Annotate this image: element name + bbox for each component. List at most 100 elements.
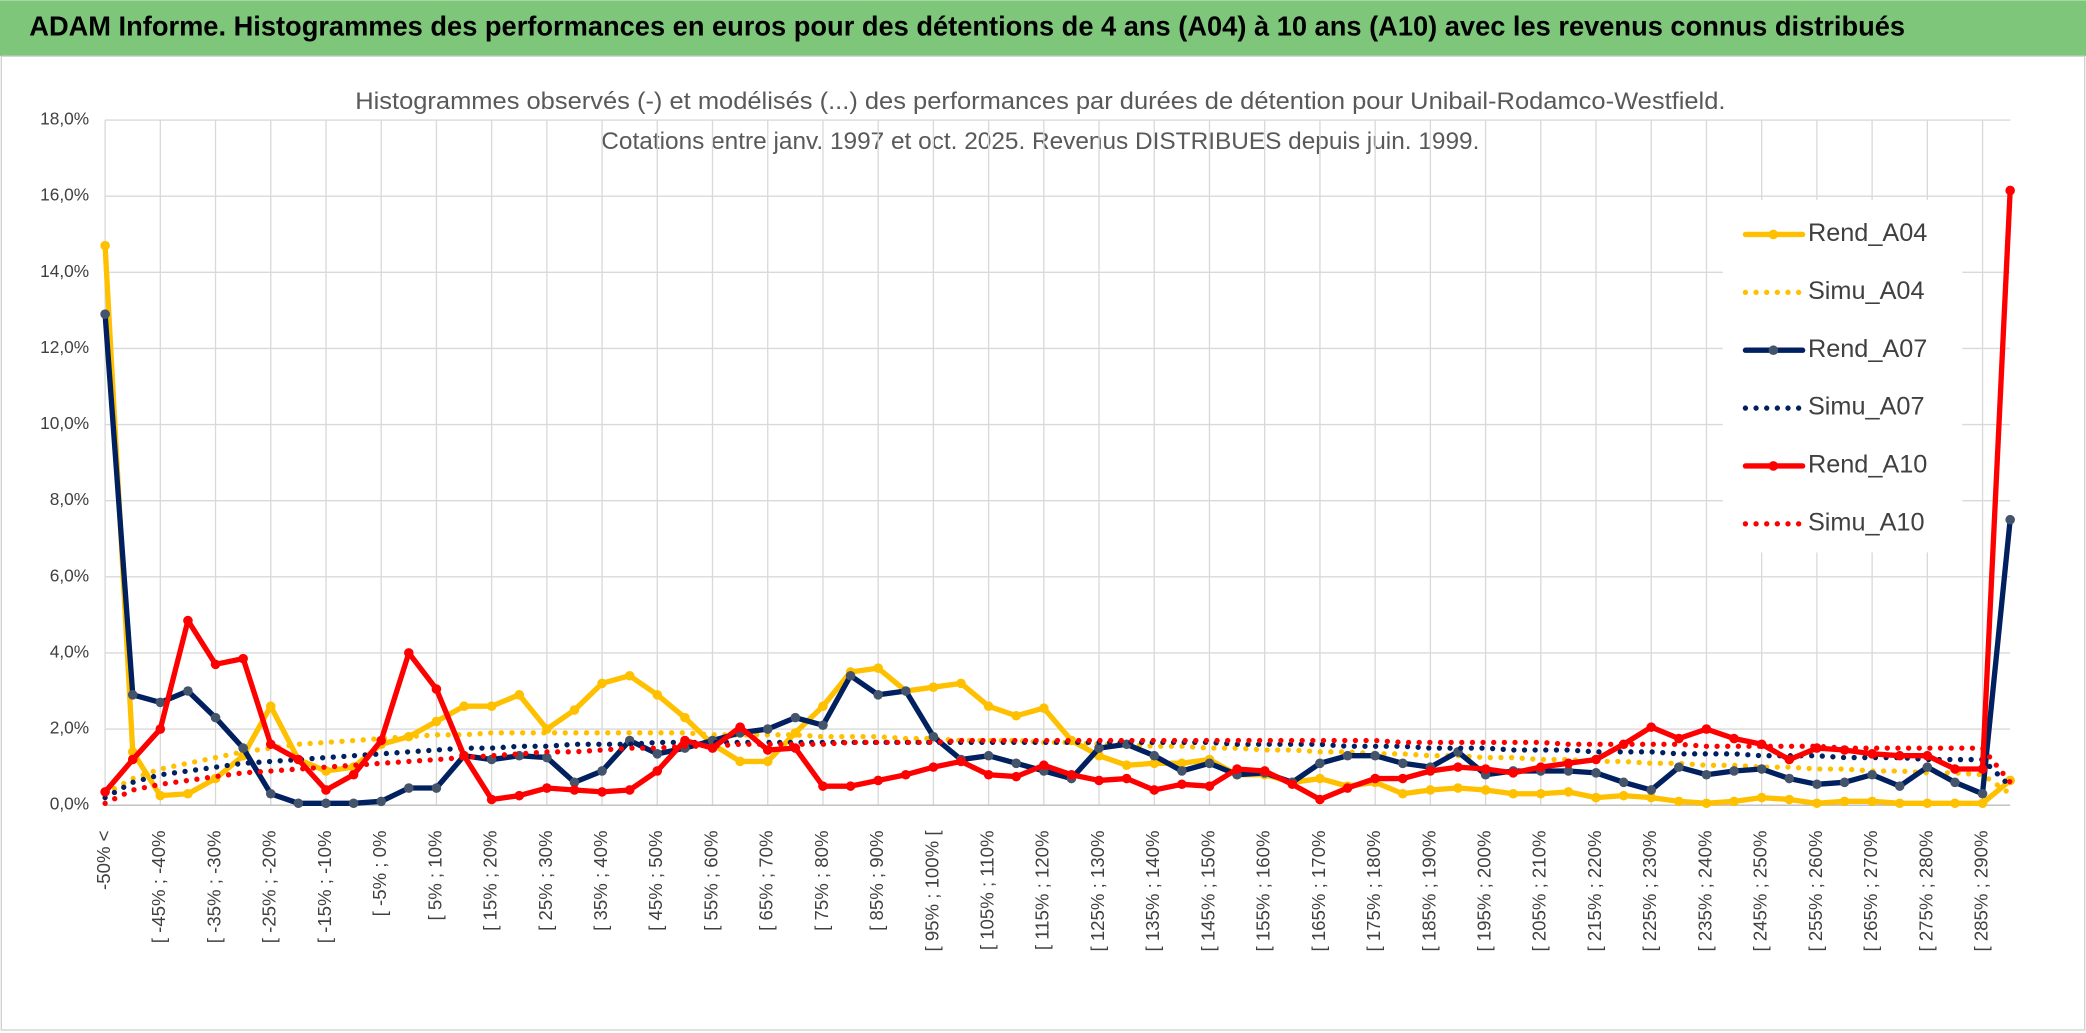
data-point — [348, 798, 359, 809]
data-point — [1563, 766, 1574, 776]
legend-label: Rend_A10 — [1808, 451, 1927, 479]
data-point — [597, 678, 607, 689]
data-point — [900, 686, 911, 696]
y-tick-label: 0,0% — [50, 794, 89, 814]
legend-label: Simu_A07 — [1808, 393, 1925, 421]
data-point — [542, 783, 552, 793]
x-tick-label: [ 275% ; 280% — [1915, 830, 1936, 951]
data-point — [127, 754, 138, 765]
x-tick-label: [ 75% ; 80% — [811, 830, 832, 930]
data-point — [1756, 792, 1767, 803]
data-point — [1756, 764, 1767, 774]
data-point — [1867, 796, 1877, 807]
data-point — [900, 769, 911, 780]
data-point — [1315, 794, 1325, 805]
data-point — [1977, 764, 1988, 774]
data-point — [818, 720, 828, 731]
x-tick-label: [ 5% ; 10% — [424, 830, 445, 920]
data-point — [956, 678, 966, 689]
data-point — [983, 769, 994, 780]
data-point — [486, 701, 497, 712]
legend-label: Rend_A04 — [1808, 219, 1927, 247]
data-point — [210, 712, 221, 723]
data-point — [1204, 758, 1215, 769]
data-point — [1977, 798, 1988, 809]
x-tick-label: [ 185% ; 190% — [1418, 830, 1439, 951]
data-point — [1177, 766, 1187, 776]
data-point — [1729, 796, 1739, 807]
data-point — [1922, 762, 1933, 772]
legend-label: Simu_A10 — [1808, 508, 1925, 536]
data-point — [1315, 758, 1325, 769]
data-point — [873, 690, 883, 700]
x-tick-label: [ 105% ; 110% — [977, 830, 998, 950]
model-line — [102, 737, 2013, 806]
data-point — [1149, 750, 1160, 761]
data-point — [1618, 790, 1629, 801]
x-tick-label: [ -25% ; -20% — [259, 830, 280, 943]
data-point — [1536, 762, 1546, 772]
data-point — [1425, 785, 1436, 795]
x-tick-label: [ 205% ; 210% — [1529, 830, 1550, 951]
data-point — [1701, 724, 1712, 734]
data-point — [1177, 758, 1187, 769]
data-point — [1397, 773, 1408, 784]
observed-line — [102, 242, 2013, 806]
data-point — [1342, 783, 1353, 793]
data-point — [1922, 750, 1933, 761]
data-point — [1674, 796, 1684, 807]
data-point — [1480, 764, 1491, 774]
y-tick-label: 8,0% — [50, 489, 89, 509]
data-point — [569, 705, 580, 715]
data-point — [1094, 775, 1104, 786]
y-tick-label: 12,0% — [40, 337, 89, 357]
data-point — [348, 769, 359, 780]
data-point — [1646, 722, 1657, 732]
data-point — [542, 752, 552, 763]
data-point — [1563, 787, 1574, 797]
data-point — [210, 659, 221, 670]
data-point — [845, 670, 856, 681]
data-point — [624, 785, 635, 795]
data-point — [1370, 773, 1380, 784]
data-point — [293, 798, 304, 809]
x-tick-label: [ 235% ; 240% — [1694, 830, 1715, 951]
data-point — [1894, 798, 1905, 809]
x-tick-label: [ 95% ; 100% [ — [921, 830, 942, 952]
y-tick-label: 4,0% — [50, 641, 89, 661]
data-point — [1342, 750, 1353, 761]
data-point — [762, 724, 773, 734]
x-tick-label: -50% < — [93, 830, 114, 889]
data-point — [569, 785, 580, 795]
y-tick-label: 14,0% — [40, 261, 89, 281]
data-point — [1204, 781, 1215, 791]
data-point — [1121, 760, 1132, 771]
data-point — [238, 653, 248, 664]
data-point — [1784, 794, 1795, 805]
data-point — [238, 743, 248, 753]
data-point — [1397, 758, 1408, 769]
x-tick-label: [ 65% ; 70% — [756, 830, 777, 930]
data-point — [183, 615, 193, 626]
observed-line — [102, 187, 2013, 803]
x-tick-label: [ 255% ; 260% — [1805, 830, 1826, 951]
data-point — [1591, 792, 1601, 803]
data-point — [762, 745, 773, 755]
data-point — [1232, 764, 1242, 774]
x-tick-label: [ -35% ; -30% — [203, 830, 224, 943]
data-point — [1508, 768, 1518, 778]
data-point — [1177, 779, 1187, 790]
data-point — [652, 690, 663, 700]
x-tick-label: [ 55% ; 60% — [700, 830, 721, 930]
data-point — [431, 716, 442, 727]
data-point — [569, 777, 580, 788]
y-tick-label: 10,0% — [40, 413, 89, 433]
x-tick-label: [ 165% ; 170% — [1308, 830, 1329, 951]
data-point — [1784, 773, 1795, 784]
data-point — [1894, 750, 1905, 761]
data-point — [762, 756, 773, 767]
data-point — [1370, 750, 1380, 761]
data-point — [1729, 733, 1739, 744]
data-point — [680, 712, 690, 723]
